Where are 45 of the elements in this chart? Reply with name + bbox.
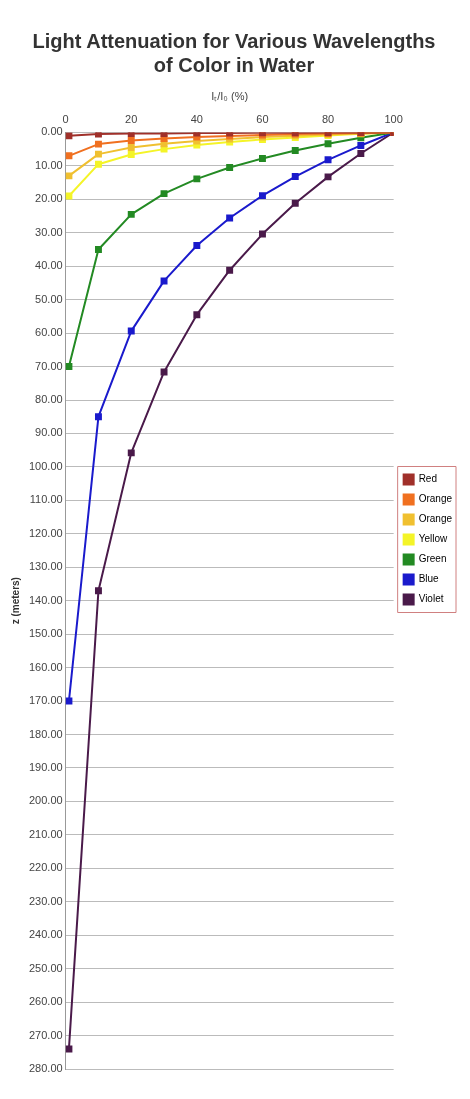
legend-label: Red: [418, 473, 437, 485]
y-tick-label: 260.00: [28, 995, 63, 1008]
legend-label: Green: [418, 553, 447, 565]
y-tick-label: 270.00: [28, 1028, 63, 1041]
x-tick-label: 40: [190, 112, 203, 125]
y-tick-label: 220.00: [28, 861, 63, 874]
y-tick-label: 170.00: [28, 694, 63, 707]
y-tick-label: 230.00: [28, 894, 63, 907]
x-axis-title: Iₜ/I₀ (%): [211, 89, 249, 102]
y-tick-label: 80.00: [35, 393, 63, 406]
y-tick-label: 180.00: [28, 727, 63, 740]
y-tick-label: 160.00: [28, 660, 63, 673]
legend-label: Blue: [418, 573, 440, 585]
y-axis-title: z (meters): [9, 577, 21, 625]
x-tick-label: 80: [321, 112, 335, 125]
y-tick-label: 280.00: [28, 1062, 63, 1075]
y-tick-label: 40.00: [35, 259, 63, 272]
y-tick-label: 140.00: [28, 593, 63, 606]
legend-label: Orange: [418, 513, 453, 525]
chart-title: Light Attenuation for Various Wavelengths of Color in Water: [32, 29, 436, 76]
y-tick-label: 50.00: [35, 292, 63, 305]
x-tick-label: 60: [256, 112, 269, 125]
y-tick-label: 130.00: [28, 560, 63, 573]
y-tick-label: 150.00: [28, 627, 63, 640]
y-tick-label: 20.00: [35, 192, 63, 205]
y-tick-label: 250.00: [28, 961, 63, 974]
y-tick-label: 0.00: [41, 125, 63, 138]
y-tick-label: 120.00: [28, 526, 63, 539]
y-tick-label: 10.00: [35, 158, 63, 171]
y-tick-label: 70.00: [35, 359, 63, 372]
y-tick-label: 200.00: [28, 794, 63, 807]
x-tick-label: 0: [62, 112, 69, 125]
y-tick-label: 100.00: [28, 459, 63, 472]
x-tick-label: 100: [384, 112, 403, 125]
y-tick-label: 30.00: [35, 225, 63, 238]
y-tick-label: 190.00: [28, 760, 63, 773]
y-tick-label: 60.00: [35, 326, 63, 339]
y-tick-label: 240.00: [28, 928, 63, 941]
x-tick-label: 20: [125, 112, 138, 125]
legend-label: Orange: [418, 493, 453, 505]
legend-label: Violet: [418, 593, 444, 605]
y-tick-label: 90.00: [35, 426, 63, 439]
legend-label: Yellow: [418, 533, 448, 545]
y-tick-label: 110.00: [29, 493, 63, 506]
y-tick-label: 210.00: [28, 827, 63, 840]
